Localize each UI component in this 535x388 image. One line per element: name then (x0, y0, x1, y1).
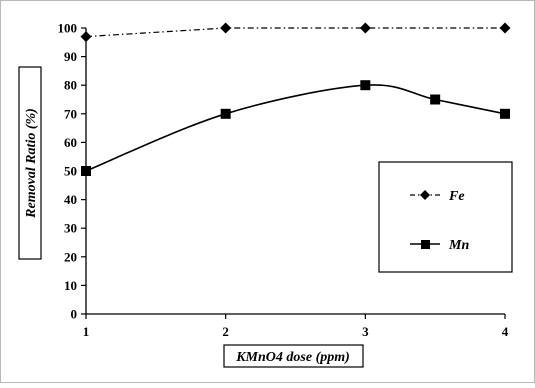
legend-fe-marker (420, 190, 430, 200)
y-tick-label: 0 (71, 307, 78, 322)
legend-item-mn: Mn (410, 238, 469, 253)
data-point-fe (220, 22, 232, 34)
y-axis-title-box (18, 66, 42, 260)
y-tick-label: 70 (64, 106, 77, 121)
x-axis-title: KMnO4 dose (ppm) (235, 350, 350, 365)
legend: Fe Mn (378, 161, 513, 273)
y-tick-label: 40 (64, 192, 77, 207)
y-tick-label: 20 (64, 249, 77, 264)
legend-fe-label: Fe (448, 189, 465, 204)
data-point-fe (359, 22, 371, 34)
data-point-mn (220, 108, 231, 119)
y-tick-label: 80 (64, 78, 77, 93)
data-point-mn (360, 80, 371, 91)
data-point-fe (499, 22, 511, 34)
series-line-fe (85, 27, 505, 38)
x-tick-label: 3 (362, 324, 369, 339)
series-layer (80, 22, 511, 176)
y-tick-label: 100 (58, 21, 78, 36)
y-tick-label: 60 (64, 135, 77, 150)
y-tick-label: 90 (64, 49, 77, 64)
x-tick-label: 1 (83, 324, 90, 339)
legend-box (378, 161, 513, 273)
y-tick-label: 50 (64, 164, 77, 179)
x-tick-label: 4 (502, 324, 509, 339)
legend-mn-label: Mn (448, 238, 469, 253)
legend-mn-marker (421, 240, 430, 249)
y-axis-title: Removal Ratio (%) (24, 108, 39, 219)
y-tick-label: 30 (64, 221, 77, 236)
data-point-mn (430, 94, 441, 105)
y-tick-label: 10 (64, 278, 77, 293)
x-tick-label: 2 (222, 324, 229, 339)
x-axis-title-box (223, 344, 364, 368)
series-line-mn (85, 84, 506, 172)
data-point-mn (500, 108, 510, 119)
legend-item-fe: Fe (410, 189, 465, 204)
